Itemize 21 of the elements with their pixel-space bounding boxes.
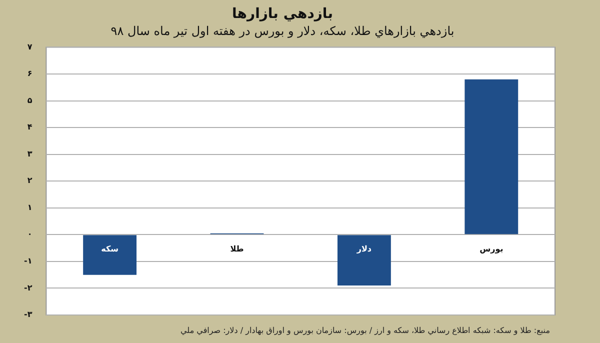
y-tick-label: ۴	[27, 122, 32, 132]
x-tick-label: دلار	[356, 244, 372, 254]
y-tick-label: -۲	[24, 283, 32, 292]
bar	[83, 235, 137, 275]
x-tick-label: سكه	[101, 244, 119, 254]
y-tick-label: ۳	[27, 149, 32, 158]
chart-title: بازدهي بازارها	[232, 6, 333, 22]
y-tick-label: ۷	[27, 42, 32, 52]
y-tick-label: ۲	[27, 176, 32, 186]
x-tick-label: بورس	[480, 244, 504, 254]
y-tick-label: ۶	[27, 69, 32, 78]
y-tick-label: ۵	[27, 96, 32, 105]
text: منبع: طلا و سكه: شبكه اطلاع رساني طلا، سكه و ارز / بورس: سازمان بورس و اوراق بهادار / دلار: صرافي ملي	[180, 326, 550, 335]
y-tick-label: ۱	[27, 202, 32, 212]
bar	[464, 79, 518, 234]
chart-subtitle: بازدهي بازارهاي طلا، سكه، دلار و بورس در هفته اول تير ماه سال ۹۸	[110, 24, 454, 38]
bar	[337, 235, 391, 286]
y-tick-label: -۱	[24, 256, 32, 266]
x-tick-label: طلا	[230, 244, 244, 254]
y-tick-label: -۳	[24, 310, 32, 320]
y-tick-label: ۰	[27, 230, 32, 239]
